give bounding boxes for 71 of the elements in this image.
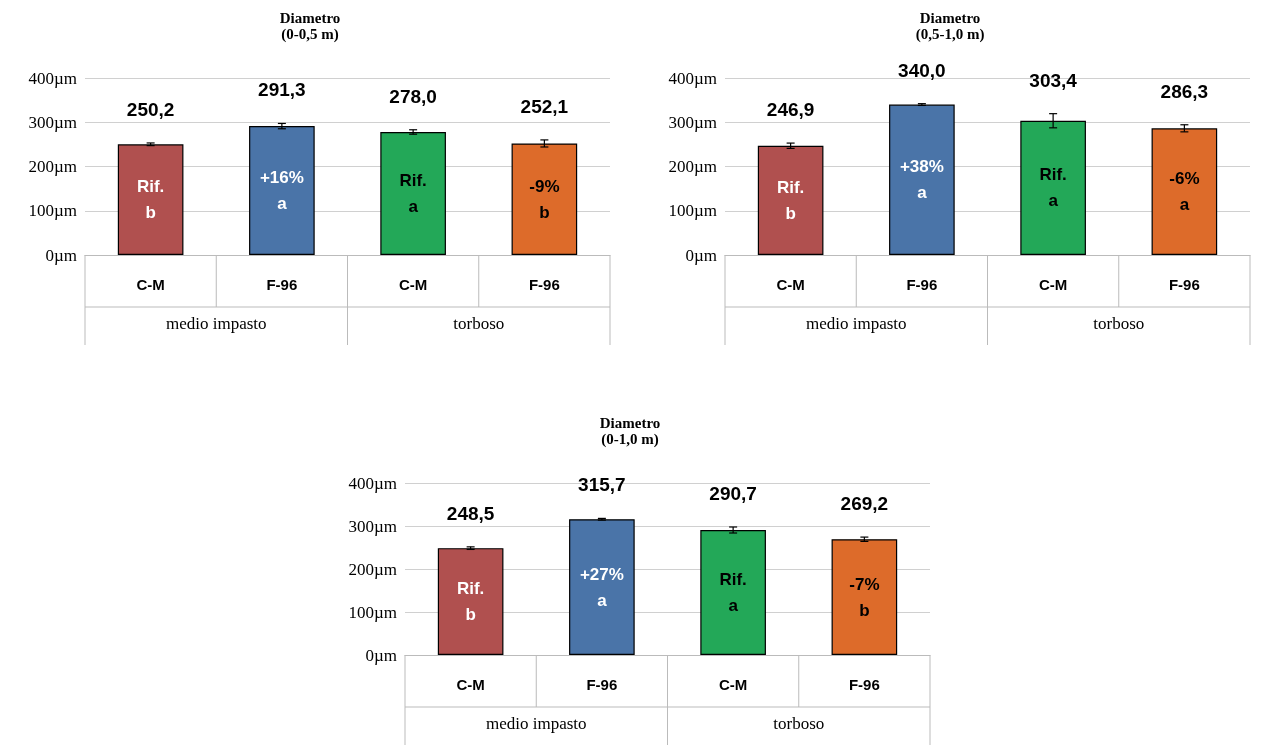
data-label: 246,9: [766, 99, 815, 121]
y-tick-label: 400µm: [348, 473, 397, 493]
annotation: +16% a: [259, 168, 304, 214]
y-tick-label: 300µm: [348, 516, 397, 536]
data-label: 248,5: [446, 502, 495, 524]
annotation: Rif. b: [776, 177, 805, 223]
chart-title: Diametro (0,5-1,0 m): [915, 10, 985, 43]
bar: [380, 131, 446, 255]
chart-title: Diametro (0-1,0 m): [599, 415, 661, 448]
data-label: 250,2: [126, 98, 175, 120]
y-tick-label: 0µm: [45, 245, 77, 265]
x-tick-label: F-96: [848, 676, 880, 693]
bar: [700, 530, 766, 655]
data-label: 315,7: [578, 474, 626, 496]
data-label: 290,7: [709, 482, 757, 504]
bar: [1151, 128, 1218, 255]
annotation: -6% a: [1169, 169, 1200, 215]
bar: [757, 145, 824, 255]
data-label: 291,3: [258, 79, 306, 101]
x-tick-label: C-M: [456, 676, 485, 693]
y-tick-label: 300µm: [668, 112, 717, 132]
chart-title: Diametro (0-0,5 m): [279, 10, 341, 43]
x-tick-label: C-M: [398, 276, 428, 293]
annotation: Rif. b: [456, 579, 485, 625]
x-tick-label: C-M: [776, 276, 805, 293]
text: torboso: [453, 314, 505, 333]
x-tick-label: F-96: [266, 276, 298, 293]
text: medio impasto: [485, 714, 587, 733]
bar: [117, 144, 184, 255]
annotation: +38% a: [899, 157, 944, 203]
text: medio impasto: [805, 314, 907, 333]
x-tick-label: F-96: [1168, 276, 1200, 293]
bar: [437, 548, 504, 655]
annotation: Rif. a: [719, 570, 747, 615]
y-tick-label: 400µm: [668, 68, 717, 88]
annotation: Rif. b: [136, 177, 165, 223]
y-tick-label: 300µm: [28, 112, 77, 132]
y-tick-label: 0µm: [365, 645, 397, 665]
x-tick-label: C-M: [1038, 276, 1068, 293]
text: medio impasto: [165, 314, 267, 333]
y-tick-label: 100µm: [28, 201, 77, 221]
y-tick-label: 200µm: [28, 157, 77, 176]
annotation: +27% a: [579, 564, 624, 610]
y-tick-label: 100µm: [348, 602, 397, 622]
y-tick-label: 200µm: [668, 157, 717, 176]
text: torboso: [1093, 314, 1145, 333]
data-label: 278,0: [389, 85, 437, 107]
annotation: Rif. a: [1039, 165, 1067, 211]
bar: [889, 104, 955, 255]
text: torboso: [773, 714, 825, 733]
y-tick-label: 100µm: [668, 201, 717, 221]
bar: [511, 143, 578, 255]
data-label: 269,2: [840, 493, 889, 515]
y-tick-label: 200µm: [348, 559, 397, 579]
y-tick-label: 400µm: [28, 68, 77, 88]
x-tick-label: C-M: [718, 676, 748, 693]
bar: [249, 126, 315, 255]
y-tick-label: 0µm: [685, 245, 717, 265]
data-label: 303,4: [1029, 69, 1078, 91]
data-label: 286,3: [1160, 80, 1209, 102]
bar: [569, 519, 635, 655]
x-tick-label: C-M: [136, 276, 165, 293]
data-label: 252,1: [520, 95, 569, 117]
x-tick-label: F-96: [586, 676, 618, 693]
data-label: 340,0: [898, 59, 946, 81]
x-tick-label: F-96: [906, 276, 938, 293]
bar: [831, 539, 898, 655]
annotation: Rif. a: [399, 170, 427, 216]
x-tick-label: F-96: [528, 276, 560, 293]
annotation: -9% b: [529, 176, 560, 222]
annotation: -7% b: [849, 574, 880, 620]
